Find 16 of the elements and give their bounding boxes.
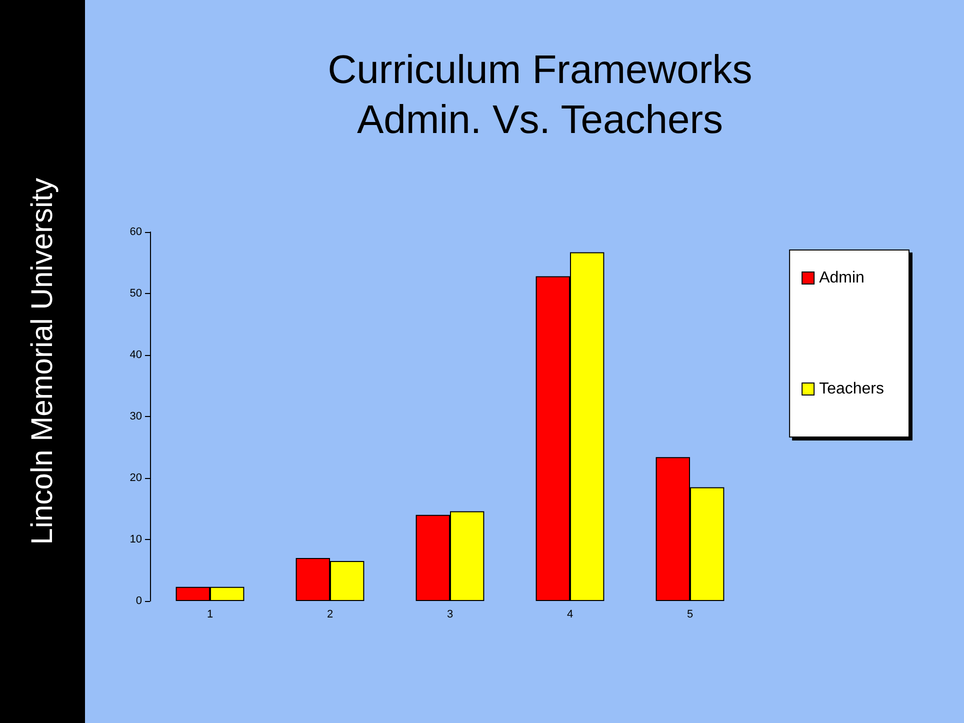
x-tick-label: 4 — [566, 608, 574, 620]
y-tick-label: 60 — [130, 226, 142, 238]
y-tick-label: 10 — [130, 534, 142, 546]
y-tick-label: 0 — [136, 595, 142, 607]
x-tick-label: 2 — [326, 608, 334, 620]
chart-title: Curriculum Frameworks Admin. Vs. Teachers — [328, 48, 752, 142]
legend-label: Admin — [819, 270, 864, 286]
x-tick-label: 1 — [206, 608, 214, 620]
y-tick-label: 30 — [130, 410, 142, 422]
text: Lincoln Memorial University — [26, 178, 60, 545]
x-tick-label: 3 — [446, 608, 454, 620]
y-tick-label: 40 — [130, 349, 142, 361]
y-tick-label: 20 — [130, 472, 142, 484]
legend-label: Teachers — [819, 380, 884, 398]
y-tick-label: 50 — [130, 288, 142, 300]
x-tick-label: 5 — [686, 608, 694, 620]
